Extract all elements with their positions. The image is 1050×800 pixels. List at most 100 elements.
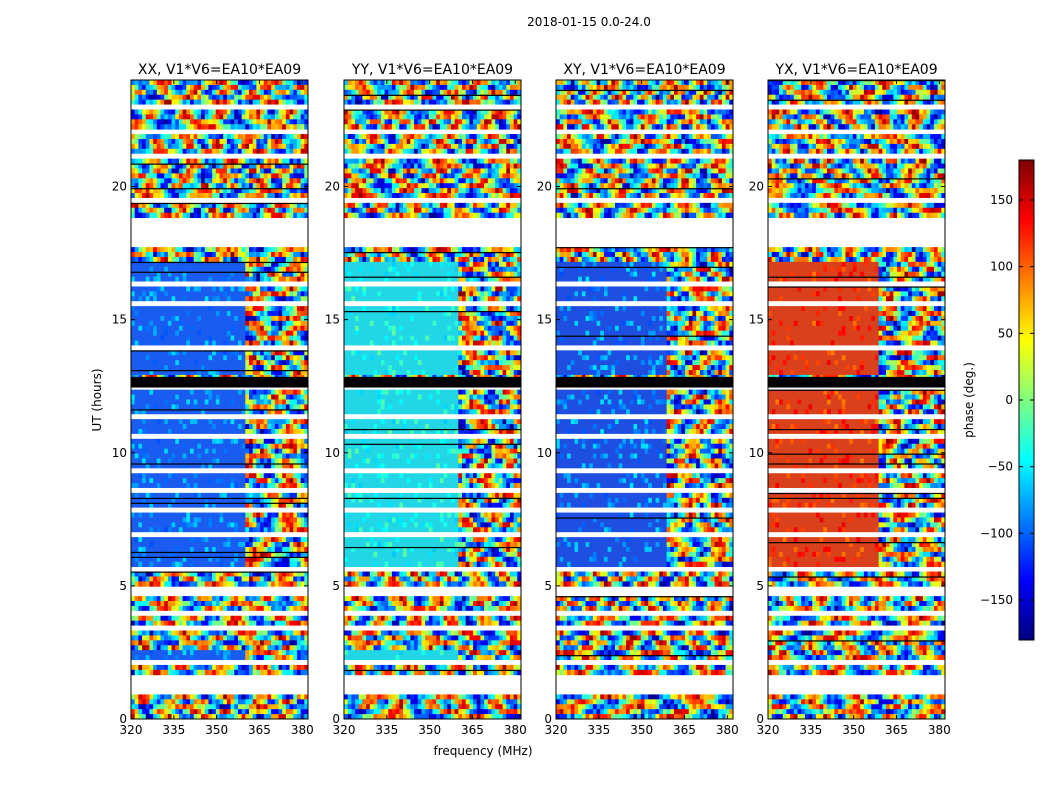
heatmap-cell	[245, 276, 250, 282]
heatmap-cell	[142, 483, 147, 489]
heatmap-cell	[289, 158, 294, 164]
heatmap-cell	[160, 80, 165, 86]
heatmap-cell	[164, 709, 169, 715]
heatmap-cell	[278, 399, 283, 405]
heatmap-cell	[142, 709, 147, 715]
heatmap-cell	[278, 478, 283, 484]
heatmap-cell	[282, 443, 287, 450]
heatmap-cell	[234, 119, 239, 125]
heatmap-cell	[260, 252, 265, 258]
heatmap-cell	[241, 119, 246, 125]
heatmap-cell	[208, 94, 213, 101]
heatmap-cell	[171, 556, 176, 563]
heatmap-cell	[212, 620, 217, 627]
heatmap-cell	[230, 247, 235, 253]
heatmap-cell	[186, 330, 191, 336]
heatmap-cell	[175, 650, 180, 656]
heatmap-cell	[237, 483, 243, 489]
heatmap-cell	[145, 473, 150, 479]
heatmap-cell	[285, 183, 290, 189]
heatmap-cell	[274, 537, 279, 543]
heatmap-cell	[226, 330, 231, 336]
heatmap-cell	[160, 389, 165, 395]
heatmap-cell	[164, 635, 169, 641]
heatmap-cell	[164, 94, 169, 101]
heatmap-cell	[293, 542, 298, 548]
heatmap-cell	[212, 640, 217, 646]
heatmap-cell	[249, 134, 254, 140]
heatmap-cell	[377, 80, 382, 86]
heatmap-cell	[149, 168, 154, 174]
heatmap-cell	[454, 84, 459, 91]
heatmap-cell	[138, 630, 143, 636]
heatmap-cell	[241, 537, 246, 543]
heatmap-cell	[197, 443, 202, 450]
heatmap-cell	[223, 315, 228, 322]
heatmap-cell	[267, 650, 272, 656]
heatmap-cell	[178, 291, 184, 297]
heatmap-cell	[245, 311, 250, 317]
heatmap-cell	[212, 394, 217, 400]
heatmap-cell	[164, 497, 169, 504]
heatmap-cell	[131, 296, 136, 302]
heatmap-cell	[226, 266, 231, 273]
heatmap-cell	[226, 173, 231, 179]
heatmap-cell	[197, 399, 202, 405]
heatmap-cell	[182, 188, 187, 194]
heatmap-cell	[149, 163, 154, 169]
heatmap-cell	[267, 261, 272, 268]
heatmap-cell	[156, 512, 161, 518]
heatmap-cell	[197, 478, 202, 484]
heatmap-cell	[215, 478, 220, 484]
heatmap-cell	[160, 517, 165, 523]
heatmap-cell	[149, 158, 154, 164]
heatmap-cell	[304, 99, 308, 105]
heatmap-cell	[267, 311, 272, 317]
heatmap-cell	[149, 502, 154, 509]
heatmap-cell	[241, 325, 246, 332]
heatmap-cell	[138, 143, 143, 150]
heatmap-cell	[182, 163, 187, 169]
heatmap-cell	[274, 404, 279, 410]
heatmap-cell	[249, 148, 254, 155]
heatmap-cell	[285, 207, 290, 214]
heatmap-cell	[296, 178, 302, 184]
heatmap-cell	[186, 256, 191, 263]
heatmap-cell	[149, 306, 154, 312]
heatmap-cell	[293, 512, 298, 518]
heatmap-cell	[182, 276, 187, 282]
heatmap-cell	[164, 124, 169, 130]
heatmap-cell	[208, 168, 213, 174]
heatmap-cell	[226, 340, 231, 346]
heatmap-cell	[282, 399, 287, 405]
heatmap-cell	[234, 561, 239, 568]
heatmap-cell	[167, 266, 172, 273]
heatmap-cell	[263, 311, 268, 317]
heatmap-cell	[447, 80, 452, 86]
heatmap-cell	[263, 109, 268, 115]
heatmap-cell	[182, 389, 187, 395]
heatmap-cell	[182, 114, 187, 120]
heatmap-cell	[263, 94, 268, 101]
heatmap-cell	[289, 483, 294, 489]
heatmap-cell	[300, 256, 305, 263]
heatmap-cell	[171, 143, 176, 150]
heatmap-cell	[278, 80, 283, 86]
heatmap-cell	[175, 605, 180, 612]
heatmap-cell	[201, 256, 206, 263]
heatmap-cell	[252, 94, 257, 101]
heatmap-cell	[263, 80, 268, 86]
heatmap-cell	[300, 99, 305, 105]
heatmap-cell	[274, 84, 279, 91]
heatmap-cell	[274, 645, 279, 651]
heatmap-cell	[149, 207, 154, 214]
heatmap-cell	[282, 183, 287, 189]
heatmap-cell	[260, 601, 265, 607]
heatmap-cell	[178, 188, 184, 194]
heatmap-cell	[304, 212, 308, 219]
heatmap-cell	[167, 370, 172, 376]
heatmap-cell	[149, 296, 154, 302]
heatmap-cell	[175, 453, 180, 459]
heatmap-cell	[153, 517, 158, 523]
heatmap-cell	[149, 694, 154, 700]
